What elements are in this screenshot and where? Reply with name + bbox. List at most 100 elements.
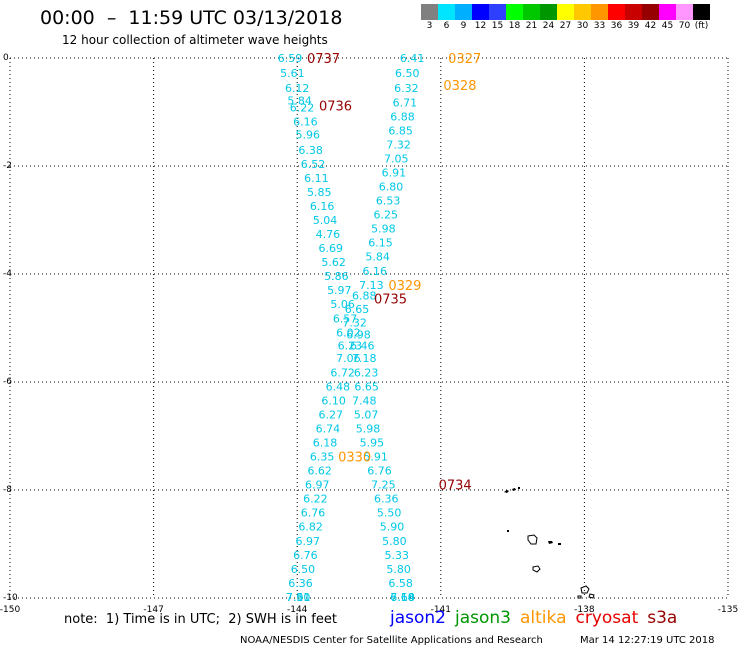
lat-tick-label: -4	[3, 269, 12, 279]
pass-time-label: 0328	[443, 79, 476, 94]
color-scale-bar	[421, 4, 710, 20]
lat-tick-label: -10	[3, 593, 18, 603]
wave-height-value: 5.50	[377, 507, 402, 520]
color-scale-label: (ft)	[694, 21, 709, 31]
wave-height-value: 6.15	[368, 237, 393, 250]
color-scale-label: 42	[644, 21, 657, 31]
island	[527, 534, 538, 545]
satellite-legend-cryosat: cryosat	[575, 608, 639, 628]
color-scale-label: 36	[610, 21, 623, 31]
wave-height-value: 5.61	[280, 67, 305, 80]
wave-height-value: 6.72	[330, 366, 355, 379]
color-swatch	[472, 4, 489, 20]
wave-height-value: 6.41	[400, 52, 425, 65]
color-scale-label: 9	[460, 21, 467, 31]
island	[507, 530, 561, 545]
color-swatch	[591, 4, 608, 20]
wave-height-value: 6.76	[293, 549, 318, 562]
wave-height-value: 5.97	[327, 284, 352, 297]
pass-time-label: 0329	[388, 279, 421, 294]
wave-height-value: 6.71	[393, 96, 418, 109]
wave-height-value: 6.98	[346, 328, 371, 341]
wave-height-value: 6.25	[374, 209, 399, 222]
wave-height-value: 6.82	[298, 521, 323, 534]
wave-height-value: 6.46	[350, 339, 375, 352]
wave-height-value: 6.10	[390, 591, 415, 604]
color-scale-label: 27	[559, 21, 572, 31]
color-swatch	[659, 4, 676, 20]
wave-height-value: 6.35	[310, 451, 335, 464]
wave-height-value: 7.48	[352, 394, 377, 407]
color-scale-label: 3	[426, 21, 433, 31]
wave-height-value: 7.32	[342, 317, 367, 330]
island	[504, 487, 520, 493]
lat-tick-label: -6	[3, 377, 12, 387]
color-scale-label: 33	[593, 21, 606, 31]
pass-time-label: 0327	[448, 52, 481, 67]
altika-track-west: 6.595.616.125.846.226.165.966.386.526.11…	[278, 52, 362, 604]
color-swatch	[421, 4, 438, 20]
footer-timestamp: Mar 14 12:27:19 UTC 2018	[580, 635, 715, 646]
lon-tick-label: -141	[431, 605, 451, 615]
wave-height-value: 5.80	[382, 535, 407, 548]
wave-height-value: 7.06	[336, 352, 361, 365]
color-swatch	[625, 4, 642, 20]
lon-tick-label: -138	[574, 605, 595, 615]
color-scale-label: 15	[491, 21, 504, 31]
satellite-legend: jason2 jason3 altika cryosat s3a	[390, 608, 686, 628]
color-scale-label: 30	[576, 21, 589, 31]
pass-time-label: 0330	[338, 451, 371, 466]
color-scale-label: 21	[525, 21, 538, 31]
wave-height-value: 6.36	[288, 577, 313, 590]
wave-height-value: 6.69	[318, 242, 343, 255]
wave-height-value: 6.36	[374, 493, 399, 506]
wave-height-value: 6.88	[352, 290, 377, 303]
wave-height-value: 5.62	[321, 256, 346, 269]
wave-height-value: 6.97	[305, 479, 330, 492]
wave-height-value: 5.84	[365, 251, 390, 264]
color-swatch	[557, 4, 574, 20]
wave-height-value: 6.76	[367, 465, 392, 478]
color-swatch	[642, 4, 659, 20]
color-scale-label: 12	[474, 21, 487, 31]
wave-height-value: 7.11	[286, 591, 311, 604]
satellite-legend-altika: altika	[520, 608, 567, 628]
wave-height-value: 6.58	[388, 577, 413, 590]
wave-height-value: 6.12	[285, 82, 310, 95]
color-swatch	[523, 4, 540, 20]
island	[577, 585, 595, 599]
wave-height-value: 5.85	[307, 186, 332, 199]
satellite-legend-jason3: jason3	[455, 608, 511, 628]
wave-height-value: 6.59	[278, 52, 303, 65]
satellite-legend-jason2: jason2	[390, 608, 446, 628]
wave-height-value: 6.23	[354, 366, 379, 379]
wave-height-value: 5.80	[386, 563, 411, 576]
color-scale-label: 18	[508, 21, 521, 31]
wave-height-value: 6.65	[345, 303, 370, 316]
wave-height-value: 6.74	[316, 422, 341, 435]
wave-height-value: 6.27	[318, 408, 343, 421]
color-swatch	[506, 4, 523, 20]
wave-height-value: 6.10	[321, 394, 346, 407]
wave-height-value: 7.13	[359, 279, 384, 292]
wave-height-value: 7.50	[286, 591, 311, 604]
wave-height-value: 5.04	[313, 214, 338, 227]
satellite-legend-s3a: s3a	[647, 608, 678, 628]
page-title: 00:00 – 11:59 UTC 03/13/2018	[40, 7, 343, 29]
wave-height-value: 6.22	[290, 102, 315, 115]
wave-height-value: 6.16	[362, 265, 387, 278]
wave-height-value: 7.05	[384, 152, 409, 165]
wave-height-value: 6.80	[379, 181, 404, 194]
color-swatch	[438, 4, 455, 20]
lon-tick-label: -144	[287, 605, 308, 615]
wave-height-value: 4.76	[316, 228, 341, 241]
wave-height-value: 7.14	[390, 591, 415, 604]
wave-height-value: 5.06	[330, 298, 355, 311]
wave-height-value: 5.91	[363, 451, 388, 464]
wave-height-value: 7.18	[352, 352, 377, 365]
wave-height-value: 6.88	[390, 110, 415, 123]
wave-height-value: 5.98	[371, 223, 396, 236]
lat-tick-label: -8	[3, 485, 12, 495]
footer-credit: NOAA/NESDIS Center for Satellite Applica…	[240, 635, 543, 646]
